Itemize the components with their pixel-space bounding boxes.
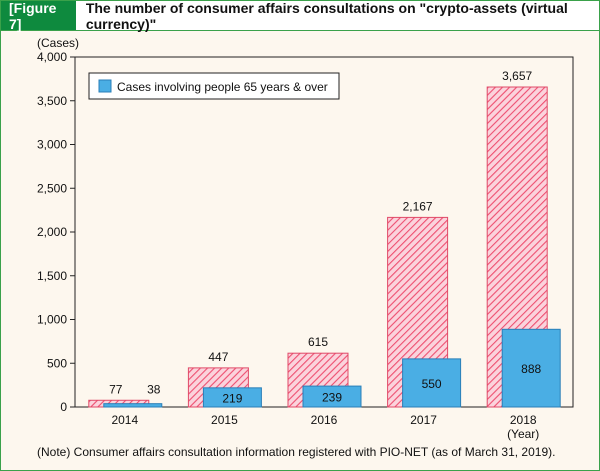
legend-box <box>88 72 340 100</box>
x-tick-label: 2018 <box>510 413 537 427</box>
legend-swatch-senior <box>98 79 112 93</box>
data-label-total: 447 <box>208 350 228 364</box>
y-tick-label: 2,500 <box>37 181 67 195</box>
legend-label-senior: Cases involving people 65 years & over <box>117 80 328 94</box>
y-tick-label: 1,500 <box>37 269 67 283</box>
data-label-total: 615 <box>308 335 328 349</box>
y-tick-label: 0 <box>60 400 67 414</box>
figure-label: [Figure 7] <box>1 0 76 32</box>
data-label-senior: 219 <box>222 391 242 405</box>
y-tick-label: 500 <box>47 356 67 370</box>
bar-senior-2016 <box>302 385 362 408</box>
x-tick-label: 2014 <box>111 413 138 427</box>
x-axis-unit: (Year) <box>507 427 539 441</box>
source-note: (Note) Consumer affairs consultation inf… <box>37 445 556 459</box>
x-tick-label: 2016 <box>311 413 338 427</box>
x-tick-label: 2015 <box>211 413 238 427</box>
data-label-total: 77 <box>109 382 123 396</box>
y-tick-label: 2,000 <box>37 225 67 239</box>
bar-senior-2014 <box>103 403 163 408</box>
data-label-total: 2,167 <box>403 199 433 213</box>
y-axis-unit: (Cases) <box>37 36 79 50</box>
bar-senior-2018 <box>501 328 561 408</box>
data-label-total: 3,657 <box>502 69 532 83</box>
figure-title: The number of consumer affairs consultat… <box>85 0 568 32</box>
y-tick-label: 1,000 <box>37 313 67 327</box>
bar-senior-2015 <box>202 387 262 408</box>
y-tick-label: 4,000 <box>37 50 67 64</box>
x-tick-label: 2017 <box>410 413 437 427</box>
data-label-senior: 38 <box>147 382 161 396</box>
data-label-senior: 239 <box>322 391 342 405</box>
bar-senior-2017 <box>402 358 462 408</box>
y-tick-label: 3,000 <box>37 138 67 152</box>
data-label-senior: 550 <box>422 377 442 391</box>
figure-header: [Figure 7] The number of consumer affair… <box>1 0 599 32</box>
data-label-senior: 888 <box>521 362 541 376</box>
y-tick-label: 3,500 <box>37 94 67 108</box>
